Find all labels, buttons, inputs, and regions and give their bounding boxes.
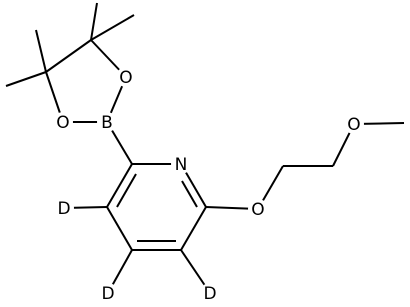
atom-label: O — [347, 115, 360, 135]
atom-label: D — [101, 284, 114, 304]
bond — [90, 2, 98, 41]
atom-label: B — [101, 113, 113, 133]
bond — [106, 206, 133, 251]
bond — [5, 71, 47, 87]
bond — [90, 14, 135, 41]
bond — [180, 206, 207, 251]
bond — [106, 163, 133, 208]
atom-backgrounds — [53, 67, 364, 303]
atom-label: D — [57, 199, 70, 219]
atom-label: O — [251, 200, 264, 220]
bonds — [5, 2, 405, 294]
atom-labels: N O O B O O D D D — [56, 68, 360, 304]
atom-label: O — [56, 113, 69, 133]
atom-label: N — [175, 155, 188, 175]
bond — [35, 29, 47, 73]
bond — [45, 39, 92, 73]
atom-label: D — [203, 284, 216, 304]
atom-label: O — [119, 68, 132, 88]
bond — [181, 180, 198, 208]
bond — [116, 173, 137, 208]
